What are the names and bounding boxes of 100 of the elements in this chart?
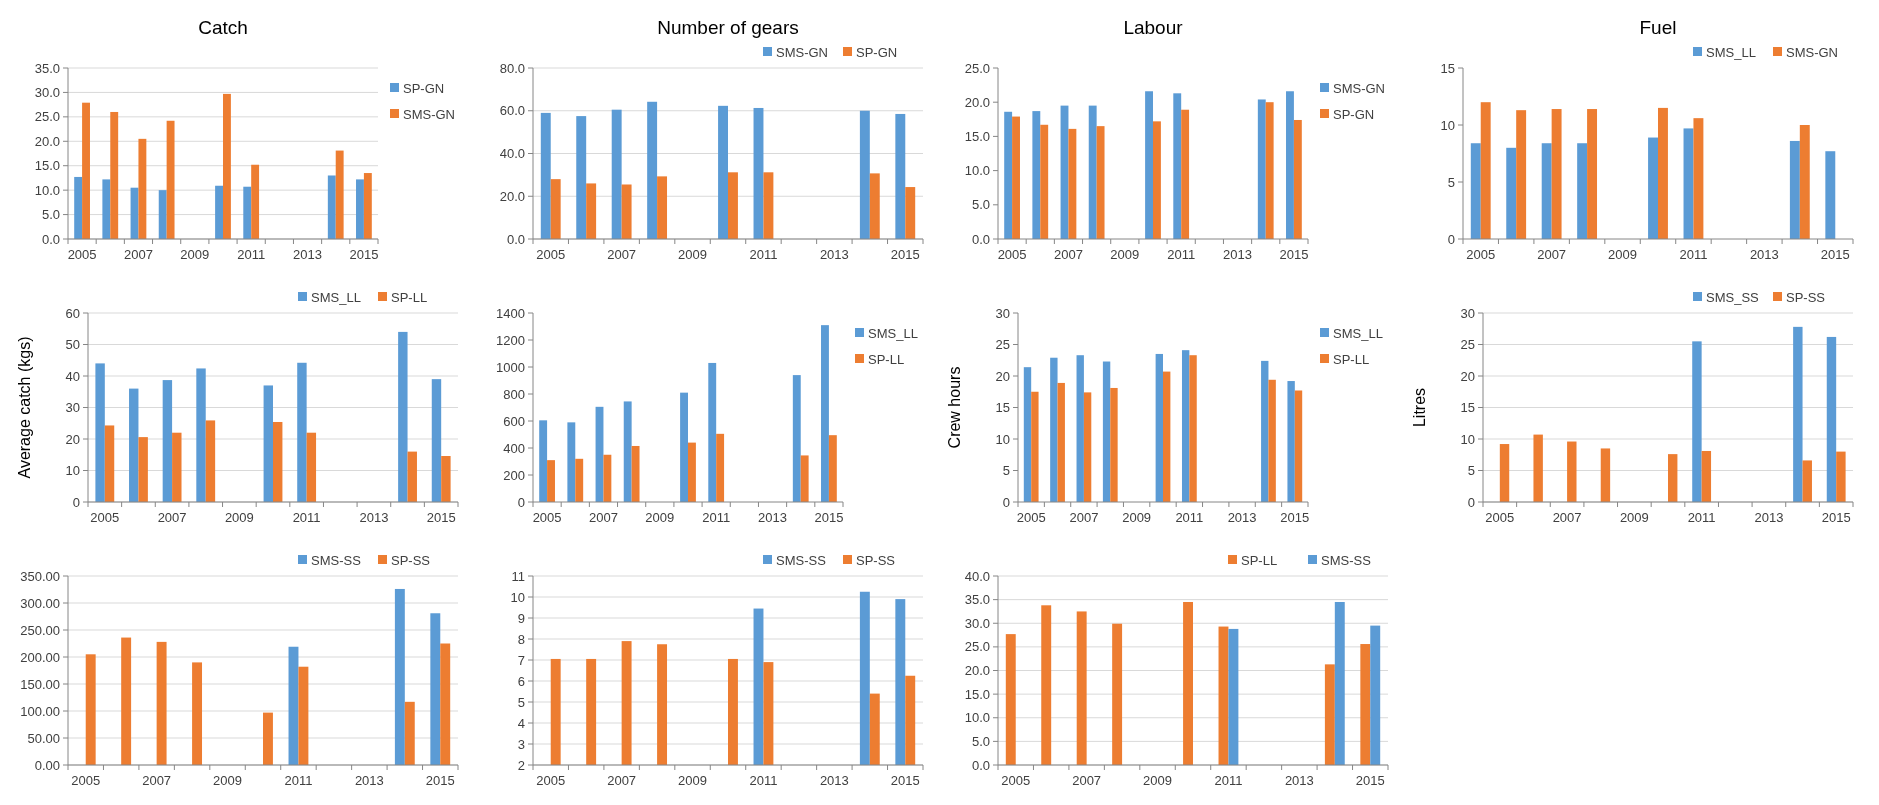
bar	[905, 187, 916, 239]
bar	[251, 164, 260, 239]
y-tick-label: 5	[1467, 463, 1475, 479]
bar	[263, 385, 273, 502]
bar	[82, 102, 90, 239]
x-tick-label: 2005	[1001, 773, 1031, 788]
y-tick-label: 300.00	[20, 595, 60, 611]
bar	[129, 388, 139, 502]
bar	[708, 362, 717, 502]
bar	[335, 150, 344, 239]
y-tick-label: 20.0	[964, 663, 990, 679]
bar	[1145, 91, 1153, 239]
x-tick-label: 2007	[1552, 510, 1582, 525]
bar	[1701, 450, 1712, 502]
chart-title: Number of gears	[657, 17, 799, 38]
x-tick-label: 2007	[588, 510, 618, 525]
bar	[162, 380, 173, 502]
bar	[1023, 367, 1032, 502]
bar	[166, 120, 175, 239]
y-tick-label: 0	[1467, 494, 1475, 510]
bar	[404, 701, 415, 765]
bar	[1286, 91, 1294, 239]
bar	[688, 442, 696, 502]
y-tick-label: 40	[65, 368, 80, 384]
bar	[1032, 111, 1041, 239]
bar	[1802, 460, 1812, 502]
bar	[1600, 448, 1611, 502]
bar	[156, 641, 167, 765]
x-tick-label: 2005	[1485, 510, 1515, 525]
bar	[158, 190, 167, 239]
bar	[1470, 143, 1481, 239]
bar	[1189, 355, 1197, 502]
bar	[859, 110, 870, 239]
legend-label: SMS-GN	[403, 106, 455, 122]
y-tick-label: 10	[65, 463, 80, 479]
x-tick-label: 2011	[1214, 773, 1243, 788]
x-tick-label: 2009	[645, 510, 675, 525]
bar	[792, 375, 801, 502]
x-tick-label: 2013	[359, 510, 389, 525]
y-tick-label: 5.0	[41, 207, 60, 223]
bar	[1499, 444, 1510, 502]
bar	[263, 712, 273, 765]
y-tick-label: 40.0	[499, 146, 525, 162]
y-axis-title: Crew hours	[946, 366, 963, 449]
bar	[1183, 601, 1193, 765]
bar	[1324, 664, 1335, 765]
bar	[1567, 441, 1577, 502]
legend-label: SP-GN	[403, 80, 445, 96]
y-tick-label: 50	[65, 337, 80, 353]
bar	[1096, 126, 1105, 239]
y-tick-label: 5.0	[971, 733, 990, 749]
y-tick-label: 0	[1447, 231, 1455, 247]
x-tick-label: 2005	[997, 247, 1027, 262]
y-tick-label: 0.0	[971, 757, 990, 773]
bar	[306, 432, 317, 502]
y-tick-label: 400	[503, 440, 525, 456]
bar	[1793, 326, 1803, 502]
x-tick-label: 2011	[237, 247, 266, 262]
y-tick-label: 20	[995, 368, 1010, 384]
bar	[586, 183, 597, 239]
y-tick-label: 15	[1440, 60, 1455, 76]
bar	[363, 173, 372, 239]
y-axis-title: Average catch (kgs)	[16, 336, 33, 479]
x-tick-label: 2011	[702, 510, 731, 525]
bar	[1370, 625, 1381, 765]
bar	[1648, 137, 1658, 239]
x-tick-label: 2011	[1679, 247, 1708, 262]
y-tick-label: 10.0	[964, 163, 990, 179]
y-tick-label: 10.0	[34, 182, 60, 198]
bar	[718, 105, 728, 239]
x-tick-label: 2013	[293, 247, 323, 262]
bar	[441, 456, 451, 502]
x-tick-label: 2013	[819, 247, 849, 262]
x-tick-label: 2007	[1069, 510, 1099, 525]
x-tick-label: 2013	[1227, 510, 1257, 525]
bar	[85, 654, 96, 765]
bar	[1268, 379, 1276, 502]
bar	[540, 112, 551, 239]
legend-label: SP-LL	[391, 289, 428, 305]
bar	[1261, 360, 1269, 502]
x-tick-label: 2009	[180, 247, 210, 262]
y-tick-label: 30.0	[34, 84, 60, 100]
bar	[1218, 626, 1229, 765]
y-tick-label: 350.00	[20, 568, 60, 584]
y-tick-label: 30	[65, 400, 80, 416]
x-tick-label: 2009	[1608, 247, 1638, 262]
legend-label: SMS_LL	[1333, 325, 1383, 341]
bar	[1294, 390, 1303, 502]
bar	[1516, 110, 1527, 239]
bar	[1173, 93, 1182, 239]
bar	[800, 455, 809, 502]
y-tick-label: 30.0	[964, 615, 990, 631]
chart-title: Labour	[1123, 17, 1184, 38]
x-tick-label: 2009	[1143, 773, 1173, 788]
bar	[1683, 128, 1694, 239]
bar	[869, 173, 880, 239]
legend-label: SMS_LL	[868, 325, 918, 341]
x-tick-label: 2013	[819, 773, 849, 788]
bar	[716, 433, 725, 502]
legend-label: SMS-GN	[1786, 44, 1838, 60]
